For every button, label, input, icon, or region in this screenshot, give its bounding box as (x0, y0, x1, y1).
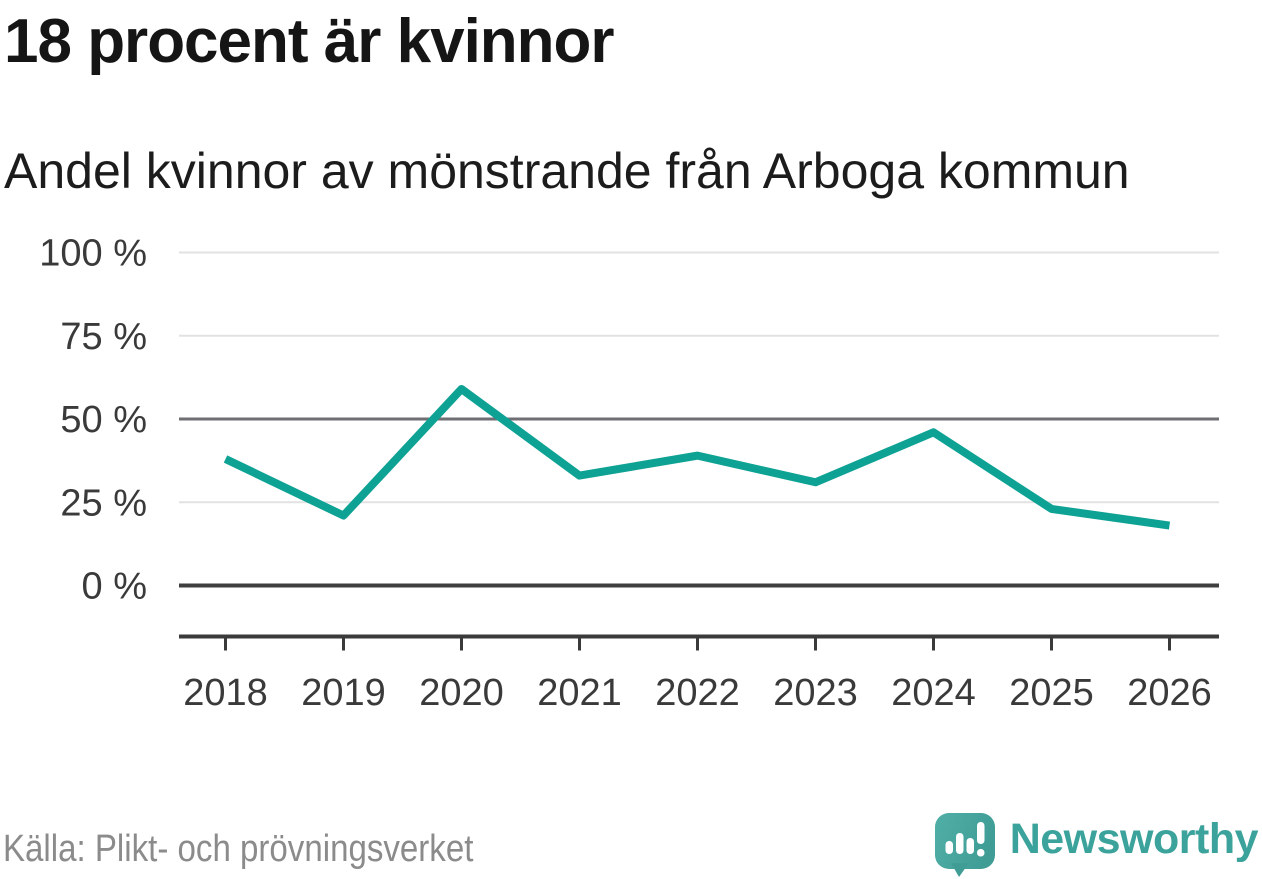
speech-bubble-tail (950, 863, 969, 877)
x-axis-label: 2025 (1009, 672, 1094, 714)
x-axis-label: 2026 (1127, 672, 1212, 714)
x-axis-label: 2020 (419, 672, 504, 714)
x-axis-label: 2021 (537, 672, 622, 714)
source-note: Källa: Plikt- och prövningsverket (3, 828, 474, 870)
x-axis-label: 2024 (891, 672, 976, 714)
line-chart-svg: 100 % 75 % 50 % 25 % 0 % 2018 2019 2020 2021 2022… (39, 233, 1219, 714)
page-title: 18 procent är kvinnor (4, 7, 615, 76)
y-axis-label: 75 % (60, 316, 147, 358)
chart-subtitle: Andel kvinnor av mönstrande från Arboga … (4, 143, 1130, 199)
y-axis-label: 0 % (82, 566, 147, 608)
x-axis-label: 2018 (183, 672, 268, 714)
speech-bubble-shape (934, 813, 995, 869)
y-axis-label: 50 % (60, 399, 147, 441)
x-axis-label: 2023 (773, 672, 858, 714)
y-axis-label: 100 % (39, 233, 147, 275)
newsworthy-logo-text: Newsworthy (1009, 814, 1259, 863)
x-axis-label: 2022 (655, 672, 740, 714)
data-line (223, 385, 1171, 530)
bar-chart-exclamation-icon (945, 822, 985, 857)
y-axis-label: 25 % (60, 482, 147, 524)
newsworthy-logo-icon (934, 813, 995, 877)
x-axis-label: 2019 (301, 672, 386, 714)
newsworthy-logo: Newsworthy (933, 811, 1259, 877)
line-chart: 100 % 75 % 50 % 25 % 0 % 2018 2019 2020 2021 2022… (0, 230, 1262, 720)
